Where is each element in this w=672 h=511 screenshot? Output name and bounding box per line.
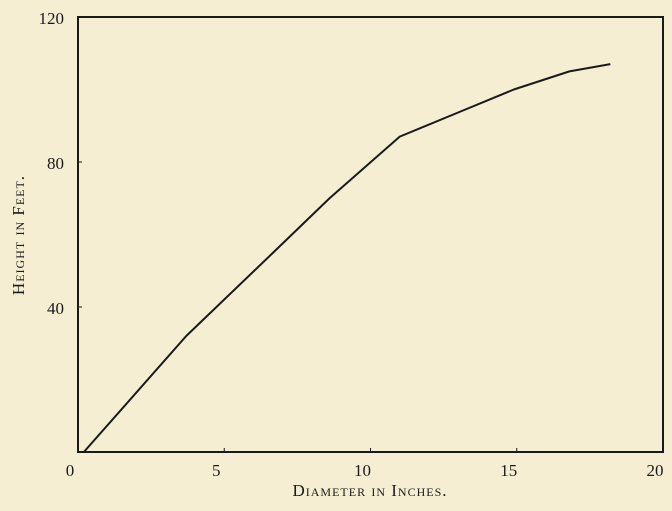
x-tick-label: 0 [66, 461, 75, 480]
y-tick-label: 120 [39, 9, 65, 28]
x-tick-label: 15 [500, 461, 517, 480]
plot-frame [77, 16, 664, 453]
x-tick-label: 10 [354, 461, 371, 480]
x-tick-label: 5 [212, 461, 221, 480]
y-axis-label: Height in Feet. [9, 175, 28, 295]
data-line [83, 63, 611, 453]
x-axis-label: Diameter in Inches. [292, 481, 447, 500]
y-tick-label: 40 [47, 299, 64, 318]
x-tick-label: 20 [647, 461, 664, 480]
y-tick-label: 80 [47, 154, 64, 173]
